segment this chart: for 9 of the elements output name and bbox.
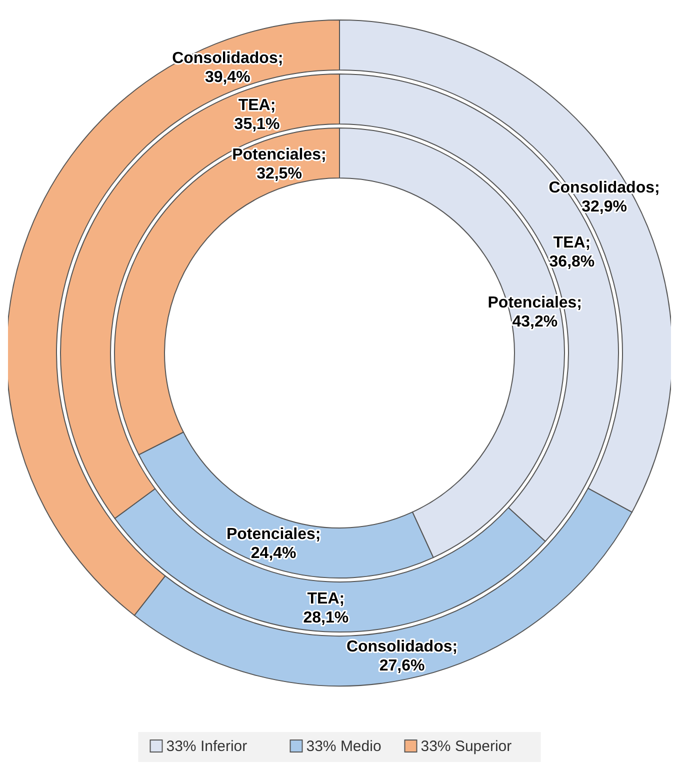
data-label: Potenciales; 32,5% (232, 146, 326, 182)
data-label: TEA; 36,8% (549, 234, 595, 271)
legend-label: 33% Medio (306, 738, 382, 755)
data-label: TEA; 28,1% (303, 590, 349, 627)
data-label: Consolidados; 27,6% (346, 638, 458, 675)
legend-label: 33% Inferior (166, 738, 248, 755)
legend-label: 33% Superior (420, 738, 512, 755)
data-label: TEA; 35,1% (234, 96, 280, 133)
data-label: Potenciales; 24,4% (226, 526, 321, 562)
